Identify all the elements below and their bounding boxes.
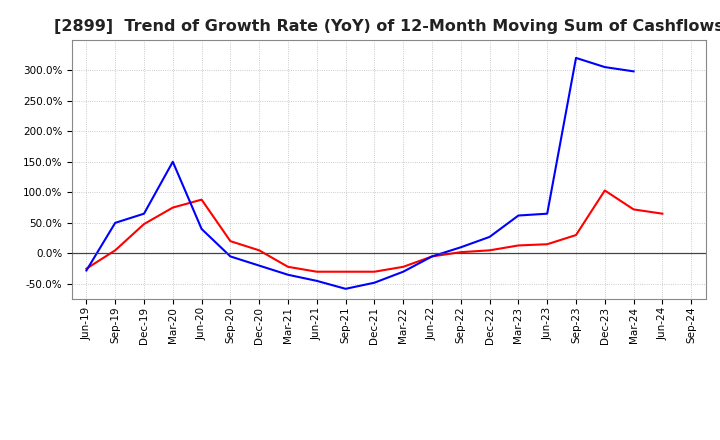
Free Cashflow — [82, 268, 91, 273]
Operating Cashflow — [284, 264, 292, 269]
Free Cashflow — [399, 269, 408, 275]
Operating Cashflow — [255, 248, 264, 253]
Free Cashflow — [456, 245, 465, 250]
Operating Cashflow — [341, 269, 350, 275]
Operating Cashflow — [312, 269, 321, 275]
Free Cashflow — [284, 272, 292, 277]
Operating Cashflow — [514, 243, 523, 248]
Free Cashflow — [168, 159, 177, 165]
Operating Cashflow — [600, 188, 609, 193]
Operating Cashflow — [428, 254, 436, 259]
Operating Cashflow — [399, 264, 408, 269]
Operating Cashflow — [658, 211, 667, 216]
Title: [2899]  Trend of Growth Rate (YoY) of 12-Month Moving Sum of Cashflows: [2899] Trend of Growth Rate (YoY) of 12-… — [54, 19, 720, 34]
Operating Cashflow — [572, 232, 580, 238]
Free Cashflow — [600, 64, 609, 70]
Operating Cashflow — [370, 269, 379, 275]
Operating Cashflow — [197, 197, 206, 202]
Free Cashflow — [370, 280, 379, 286]
Operating Cashflow — [456, 249, 465, 255]
Free Cashflow — [428, 254, 436, 259]
Free Cashflow — [485, 234, 494, 239]
Operating Cashflow — [168, 205, 177, 210]
Operating Cashflow — [485, 248, 494, 253]
Operating Cashflow — [543, 242, 552, 247]
Free Cashflow — [629, 69, 638, 74]
Free Cashflow — [255, 263, 264, 268]
Operating Cashflow — [629, 207, 638, 212]
Free Cashflow — [140, 211, 148, 216]
Free Cashflow — [341, 286, 350, 291]
Operating Cashflow — [226, 238, 235, 244]
Operating Cashflow — [82, 266, 91, 271]
Operating Cashflow — [140, 221, 148, 227]
Line: Free Cashflow: Free Cashflow — [86, 58, 634, 289]
Free Cashflow — [312, 278, 321, 283]
Line: Operating Cashflow: Operating Cashflow — [86, 191, 662, 272]
Free Cashflow — [514, 213, 523, 218]
Free Cashflow — [197, 226, 206, 231]
Free Cashflow — [572, 55, 580, 61]
Free Cashflow — [543, 211, 552, 216]
Free Cashflow — [226, 254, 235, 259]
Free Cashflow — [111, 220, 120, 225]
Operating Cashflow — [111, 248, 120, 253]
